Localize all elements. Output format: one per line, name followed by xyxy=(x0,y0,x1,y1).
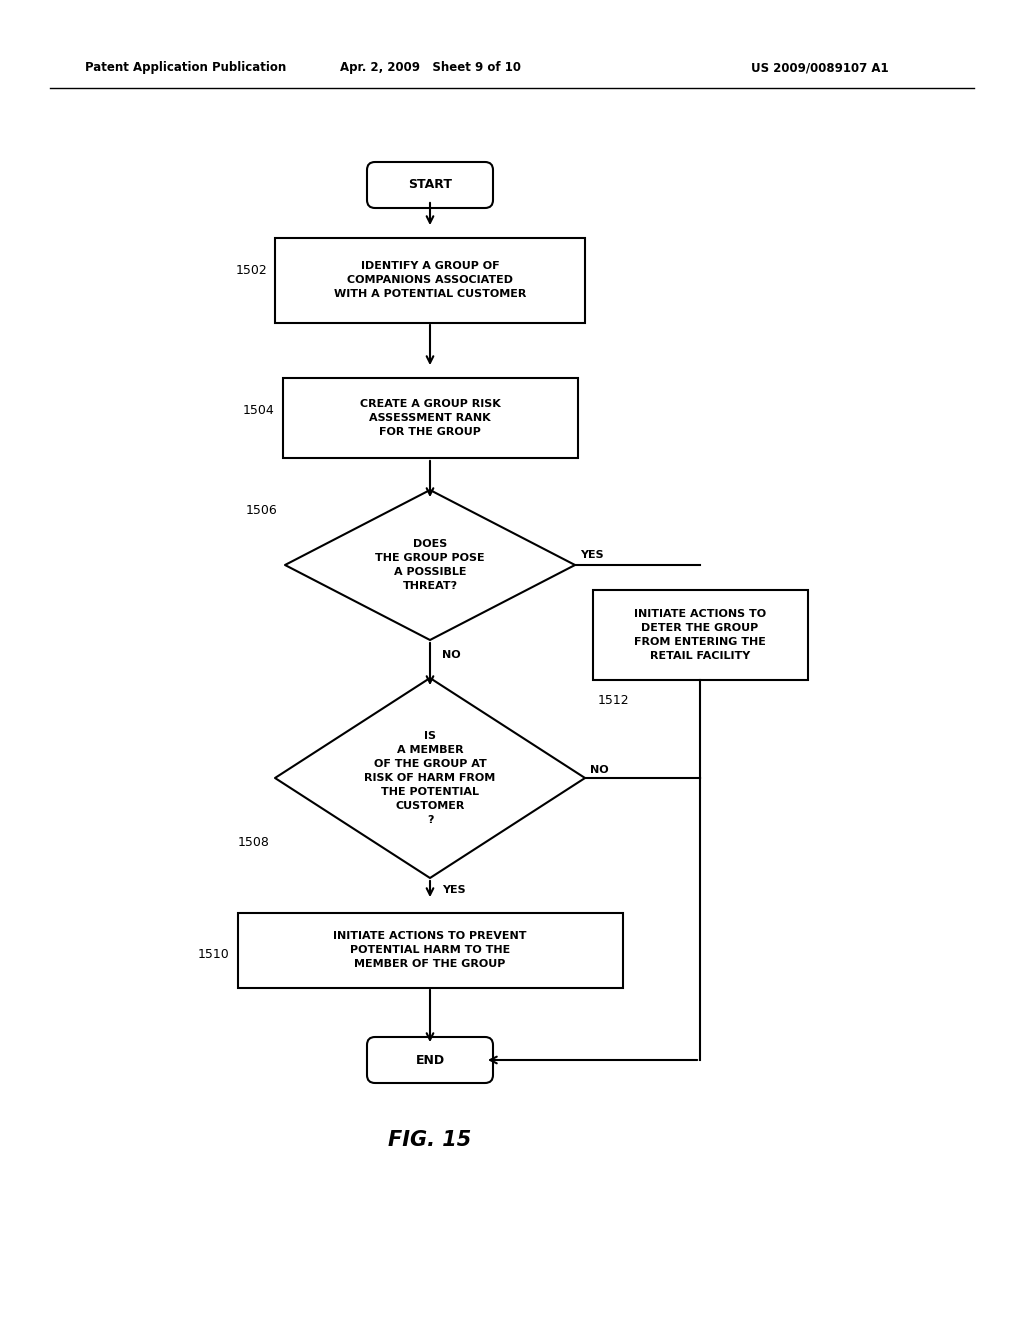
Text: 1504: 1504 xyxy=(243,404,274,417)
Text: INITIATE ACTIONS TO
DETER THE GROUP
FROM ENTERING THE
RETAIL FACILITY: INITIATE ACTIONS TO DETER THE GROUP FROM… xyxy=(634,609,766,661)
Text: 1508: 1508 xyxy=(239,837,270,850)
Text: 1512: 1512 xyxy=(597,693,629,706)
Text: YES: YES xyxy=(442,884,466,895)
Text: INITIATE ACTIONS TO PREVENT
POTENTIAL HARM TO THE
MEMBER OF THE GROUP: INITIATE ACTIONS TO PREVENT POTENTIAL HA… xyxy=(333,931,526,969)
Text: START: START xyxy=(408,178,452,191)
Text: CREATE A GROUP RISK
ASSESSMENT RANK
FOR THE GROUP: CREATE A GROUP RISK ASSESSMENT RANK FOR … xyxy=(359,399,501,437)
Text: IDENTIFY A GROUP OF
COMPANIONS ASSOCIATED
WITH A POTENTIAL CUSTOMER: IDENTIFY A GROUP OF COMPANIONS ASSOCIATE… xyxy=(334,261,526,300)
Bar xyxy=(593,590,808,680)
Text: 1502: 1502 xyxy=(236,264,267,276)
Text: FIG. 15: FIG. 15 xyxy=(388,1130,472,1150)
FancyBboxPatch shape xyxy=(367,1038,493,1082)
Text: IS
A MEMBER
OF THE GROUP AT
RISK OF HARM FROM
THE POTENTIAL
CUSTOMER
?: IS A MEMBER OF THE GROUP AT RISK OF HARM… xyxy=(365,731,496,825)
Bar xyxy=(283,378,578,458)
Text: NO: NO xyxy=(442,649,461,660)
Text: 1506: 1506 xyxy=(246,503,278,516)
Text: US 2009/0089107 A1: US 2009/0089107 A1 xyxy=(752,62,889,74)
Bar xyxy=(238,912,623,987)
FancyBboxPatch shape xyxy=(367,162,493,209)
Text: Patent Application Publication: Patent Application Publication xyxy=(85,62,287,74)
Text: Apr. 2, 2009   Sheet 9 of 10: Apr. 2, 2009 Sheet 9 of 10 xyxy=(340,62,520,74)
Text: NO: NO xyxy=(590,766,608,775)
Text: DOES
THE GROUP POSE
A POSSIBLE
THREAT?: DOES THE GROUP POSE A POSSIBLE THREAT? xyxy=(375,539,484,591)
Text: END: END xyxy=(416,1053,444,1067)
Text: 1510: 1510 xyxy=(198,949,229,961)
Text: YES: YES xyxy=(580,550,603,560)
Bar xyxy=(275,238,585,322)
